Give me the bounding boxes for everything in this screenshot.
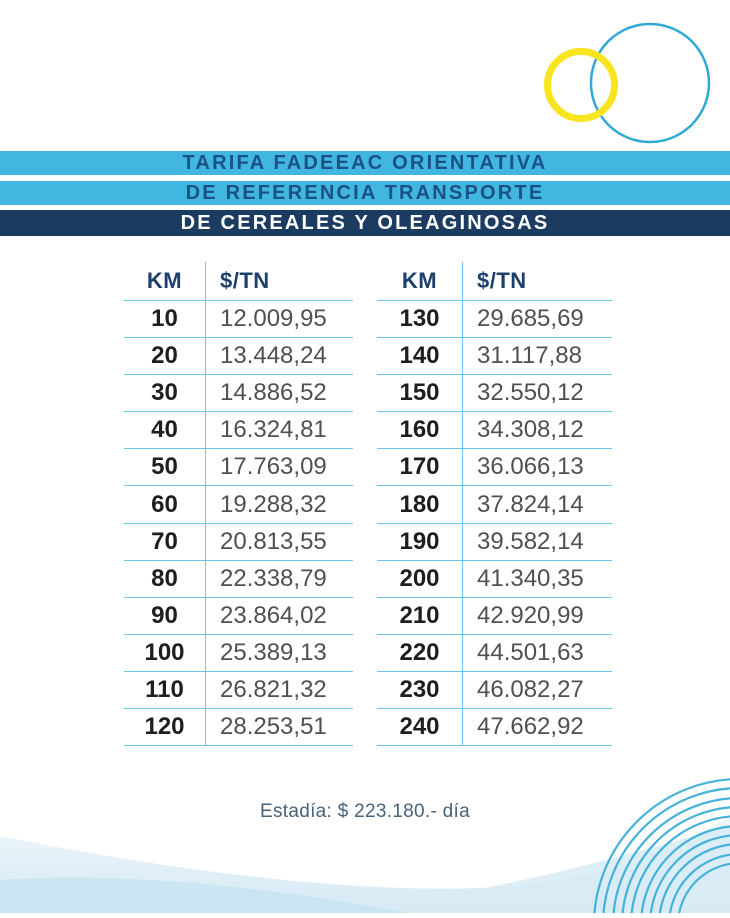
km-cell: 210 — [377, 597, 463, 634]
rate-column-header: $/TN — [220, 268, 270, 293]
km-cell: 110 — [124, 671, 206, 709]
rate-cell: 25.389,13 — [220, 638, 327, 666]
km-cell: 80 — [124, 560, 206, 597]
top-circles-decoration — [510, 0, 730, 150]
rate-tables: KM $/TN 10 12.009,95 20 13.448,24 30 14.886,5… — [124, 262, 612, 747]
km-cell: 20 — [124, 338, 206, 375]
table-row: 10 12.009,95 — [124, 301, 353, 339]
km-cell: 150 — [377, 375, 463, 412]
km-cell: 10 — [124, 301, 206, 338]
table-row: 180 37.824,14 — [377, 486, 612, 524]
km-cell: 130 — [377, 301, 463, 338]
table-row: 110 26.821,32 — [124, 671, 353, 710]
banner-line-1: TARIFA FADEEAC ORIENTATIVA — [0, 151, 730, 175]
km-cell: 120 — [124, 709, 206, 746]
rate-cell: 39.582,14 — [477, 527, 584, 555]
km-cell: 190 — [377, 523, 463, 560]
km-cell: 180 — [377, 486, 463, 523]
table-row: 240 47.662,92 — [377, 709, 612, 747]
banner-line-2: DE REFERENCIA TRANSPORTE — [0, 181, 730, 205]
table-row: 150 32.550,12 — [377, 375, 612, 413]
rate-cell: 20.813,55 — [220, 527, 327, 555]
concentric-arcs-decoration — [565, 748, 730, 918]
table-row: 70 20.813,55 — [124, 523, 353, 561]
km-cell: 40 — [124, 412, 206, 449]
rate-cell: 46.082,27 — [477, 675, 584, 703]
rate-cell: 28.253,51 — [220, 713, 327, 741]
km-cell: 90 — [124, 597, 206, 634]
rate-cell: 23.864,02 — [220, 601, 327, 629]
table-row: 90 23.864,02 — [124, 597, 353, 635]
km-cell: 240 — [377, 709, 463, 746]
km-cell: 100 — [124, 634, 206, 671]
table-header-row: KM $/TN — [124, 262, 353, 301]
rate-cell: 16.324,81 — [220, 416, 327, 444]
table-row: 140 31.117,88 — [377, 338, 612, 376]
table-row: 120 28.253,51 — [124, 709, 353, 747]
rate-cell: 44.501,63 — [477, 638, 584, 666]
stay-rate-note: Estadía: $ 223.180.- día — [259, 801, 470, 822]
rate-cell: 41.340,35 — [477, 564, 584, 592]
rate-table-left: KM $/TN 10 12.009,95 20 13.448,24 30 14.886,5… — [124, 262, 353, 747]
rate-cell: 14.886,52 — [220, 379, 327, 407]
table-row: 60 19.288,32 — [124, 486, 353, 524]
km-cell: 140 — [377, 338, 463, 375]
rate-cell: 47.662,92 — [477, 713, 584, 741]
blue-circle-decoration — [589, 22, 711, 144]
table-body: 130 29.685,69 140 31.117,88 150 32.550,12 160 3… — [377, 301, 612, 747]
km-cell: 200 — [377, 560, 463, 597]
rate-cell: 12.009,95 — [220, 305, 327, 333]
km-cell: 170 — [377, 449, 463, 486]
table-row: 160 34.308,12 — [377, 412, 612, 450]
table-header-row: KM $/TN — [377, 262, 612, 301]
km-cell: 230 — [377, 671, 463, 709]
title-banners: TARIFA FADEEAC ORIENTATIVA DE REFERENCIA… — [0, 151, 730, 236]
km-column-header: KM — [124, 262, 206, 300]
rate-cell: 29.685,69 — [477, 305, 584, 333]
table-row: 20 13.448,24 — [124, 338, 353, 376]
rate-cell: 36.066,13 — [477, 453, 584, 481]
rate-cell: 19.288,32 — [220, 490, 327, 518]
rate-cell: 26.821,32 — [220, 675, 327, 703]
km-cell: 30 — [124, 375, 206, 412]
table-row: 50 17.763,09 — [124, 449, 353, 487]
banner-line-1-text: TARIFA FADEEAC ORIENTATIVA — [182, 151, 548, 174]
table-row: 30 14.886,52 — [124, 375, 353, 413]
table-row: 130 29.685,69 — [377, 301, 612, 339]
banner-line-3: DE CEREALES Y OLEAGINOSAS — [0, 210, 730, 236]
km-column-header: KM — [377, 262, 463, 300]
km-cell: 70 — [124, 523, 206, 560]
table-row: 220 44.501,63 — [377, 634, 612, 672]
km-cell: 50 — [124, 449, 206, 486]
yellow-circle-decoration — [544, 48, 618, 122]
table-row: 210 42.920,99 — [377, 597, 612, 635]
rate-cell: 22.338,79 — [220, 564, 327, 592]
table-row: 40 16.324,81 — [124, 412, 353, 450]
rate-cell: 13.448,24 — [220, 342, 327, 370]
rate-column-header: $/TN — [477, 268, 527, 293]
rate-cell: 31.117,88 — [477, 342, 582, 370]
rate-cell: 32.550,12 — [477, 379, 584, 407]
table-row: 100 25.389,13 — [124, 634, 353, 672]
rate-cell: 42.920,99 — [477, 601, 584, 629]
rate-cell: 37.824,14 — [477, 490, 584, 518]
km-cell: 220 — [377, 634, 463, 671]
rate-cell: 34.308,12 — [477, 416, 584, 444]
table-body: 10 12.009,95 20 13.448,24 30 14.886,52 40 16.32… — [124, 301, 353, 747]
banner-line-3-text: DE CEREALES Y OLEAGINOSAS — [180, 211, 550, 234]
table-row: 200 41.340,35 — [377, 560, 612, 598]
km-cell: 60 — [124, 486, 206, 523]
rate-table-right: KM $/TN 130 29.685,69 140 31.117,88 150 32.55… — [377, 262, 612, 747]
table-row: 80 22.338,79 — [124, 560, 353, 598]
rate-cell: 17.763,09 — [220, 453, 327, 481]
banner-line-2-text: DE REFERENCIA TRANSPORTE — [185, 181, 545, 204]
table-row: 190 39.582,14 — [377, 523, 612, 561]
table-row: 230 46.082,27 — [377, 671, 612, 710]
table-row: 170 36.066,13 — [377, 449, 612, 487]
km-cell: 160 — [377, 412, 463, 449]
